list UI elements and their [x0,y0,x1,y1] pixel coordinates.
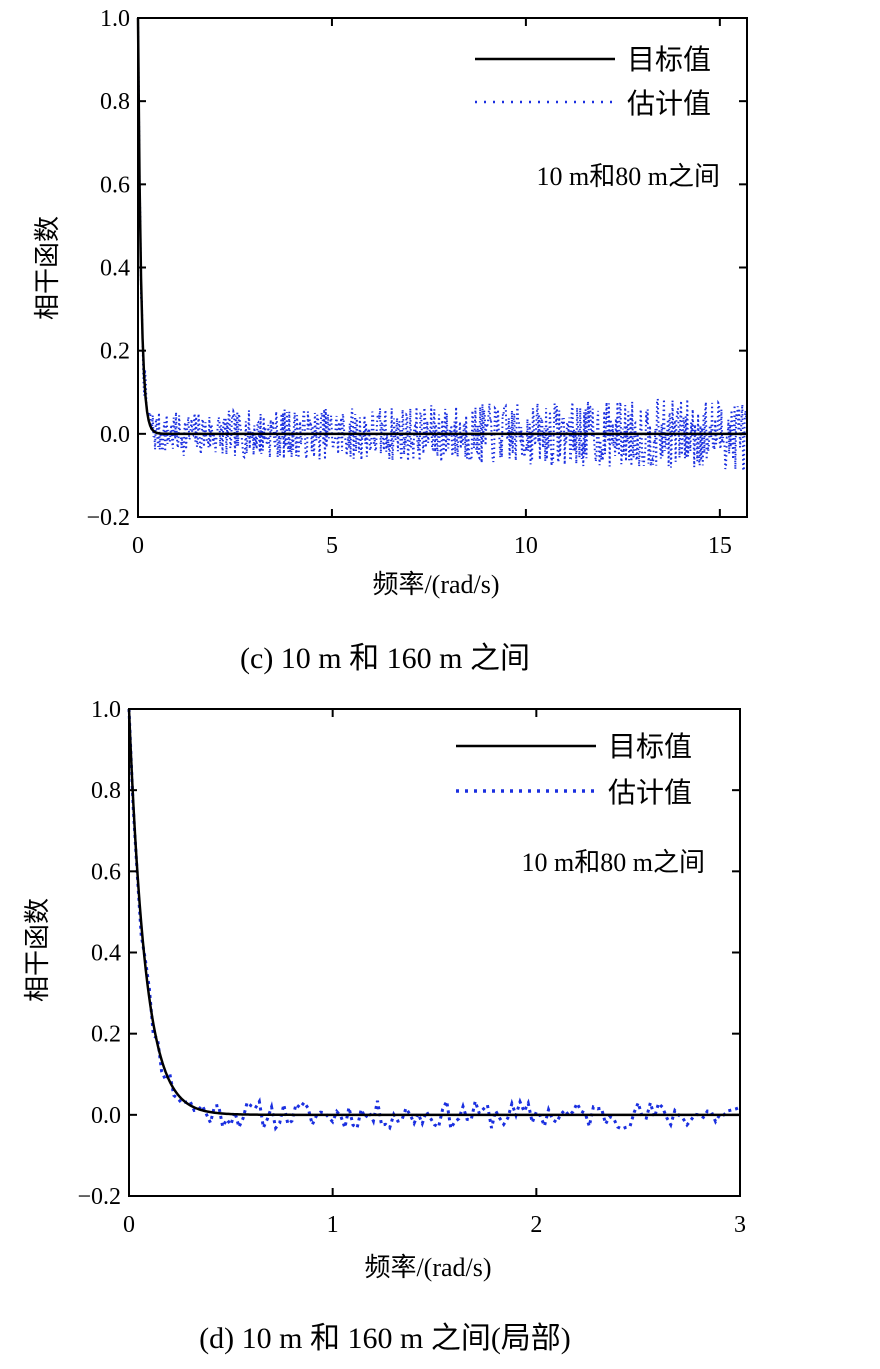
y-tick-label: 0.8 [100,89,130,115]
y-tick-label: 0.0 [100,422,130,448]
y-tick-label: 0.4 [100,256,130,282]
chart-d: −0.2 0.0 0.2 0.4 0.6 0.8 1.0 0 1 2 3 目标值 估计值 10 m和… [23,697,746,1355]
x-tick-label: 2 [530,1212,542,1238]
chart-c-legend: 目标值 估计值 [475,44,711,120]
chart-c-annotation: 10 m和80 m之间 [537,162,720,191]
y-tick-label: −0.2 [86,505,130,531]
x-tick-label: 10 [514,533,538,559]
legend-label-estimate: 估计值 [608,777,692,809]
series-target-line [136,17,747,436]
series-estimate-line [137,17,748,471]
x-tick-label: 5 [326,533,338,559]
y-tick-label: 0.2 [100,339,130,365]
y-tick-label: 0.8 [91,778,121,804]
y-tick-label: 1.0 [100,6,130,32]
legend-label-target: 目标值 [608,731,692,763]
legend-label-estimate: 估计值 [627,88,711,120]
y-tick-label: 0.4 [91,941,121,967]
x-tick-label: 0 [123,1212,135,1238]
chart-c: −0.2 0.0 0.2 0.4 0.6 0.8 1.0 0 5 10 15 目标值 估计值 10 … [33,6,748,675]
chart-d-legend: 目标值 估计值 [456,731,692,809]
chart-c-ylabel: 相干函数 [33,216,62,320]
chart-c-plot-area [136,17,748,471]
chart-d-ticks: −0.2 0.0 0.2 0.4 0.6 0.8 1.0 0 1 2 3 [77,697,746,1238]
chart-d-caption: (d) 10 m 和 160 m 之间(局部) [199,1322,571,1355]
y-tick-label: 0.2 [91,1022,121,1048]
chart-c-ticks: −0.2 0.0 0.2 0.4 0.6 0.8 1.0 0 5 10 15 [86,6,747,559]
x-tick-label: 15 [708,533,732,559]
y-tick-label: 0.6 [91,859,121,885]
series-target-line [127,708,740,1117]
y-tick-label: 1.0 [91,697,121,723]
chart-d-xlabel: 频率/(rad/s) [364,1253,491,1282]
x-tick-label: 1 [327,1212,339,1238]
legend-label-target: 目标值 [627,44,711,76]
chart-d-annotation: 10 m和80 m之间 [522,848,705,877]
chart-d-plot-area [127,708,741,1134]
chart-c-caption: (c) 10 m 和 160 m 之间 [240,642,530,675]
chart-c-xlabel: 频率/(rad/s) [372,570,499,599]
x-tick-label: 3 [734,1212,746,1238]
series-estimate-line [127,708,741,1134]
chart-d-ylabel: 相干函数 [23,898,52,1002]
y-tick-label: 0.6 [100,172,130,198]
y-tick-label: 0.0 [91,1103,121,1129]
y-tick-label: −0.2 [77,1184,121,1210]
x-tick-label: 0 [132,533,144,559]
